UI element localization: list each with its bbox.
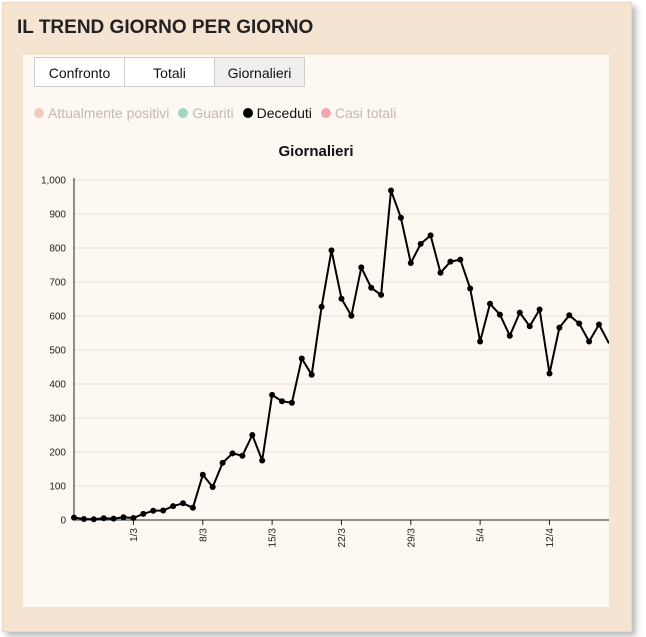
data-point bbox=[407, 260, 414, 266]
data-point bbox=[180, 500, 186, 507]
line-chart: 0 100 200 300 400 500 600 700 800 900 1,000 1/3 8/3 1… bbox=[41, 176, 609, 548]
data-point bbox=[279, 398, 285, 405]
data-point bbox=[328, 247, 335, 254]
data-point bbox=[140, 510, 147, 517]
data-point bbox=[199, 471, 206, 478]
y-tick-label: 800 bbox=[49, 244, 66, 255]
data-point bbox=[447, 258, 454, 265]
x-tick-label: 29/3 bbox=[406, 528, 417, 548]
data-point bbox=[71, 514, 77, 521]
data-point bbox=[219, 459, 226, 466]
data-point bbox=[170, 503, 177, 510]
data-point bbox=[120, 514, 127, 521]
data-point bbox=[318, 303, 325, 310]
data-point bbox=[90, 516, 97, 523]
data-point bbox=[586, 338, 593, 345]
y-tick-label: 1,000 bbox=[41, 176, 66, 187]
data-point bbox=[130, 515, 137, 521]
tab-totali[interactable]: Totali bbox=[124, 57, 215, 87]
tab-bar: Confronto Totali Giornalieri bbox=[34, 57, 305, 87]
legend: Attualmente positivi Guariti Deceduti Ca… bbox=[34, 105, 405, 121]
data-point bbox=[368, 284, 375, 291]
legend-label: Attualmente positivi bbox=[48, 105, 170, 121]
y-tick-label: 600 bbox=[49, 312, 66, 323]
data-point bbox=[298, 355, 305, 362]
x-tick-label: 12/4 bbox=[545, 528, 556, 548]
data-point bbox=[388, 187, 394, 194]
data-point bbox=[288, 399, 295, 406]
data-point bbox=[457, 256, 464, 263]
data-point bbox=[526, 323, 533, 330]
chart-card: Confronto Totali Giornalieri Attualmente… bbox=[23, 55, 609, 607]
y-tick-label: 700 bbox=[49, 278, 66, 289]
section-title: IL TREND GIORNO PER GIORNO bbox=[17, 17, 314, 38]
data-point bbox=[229, 450, 236, 457]
data-point bbox=[566, 312, 573, 319]
data-point bbox=[516, 309, 523, 316]
data-point bbox=[417, 240, 424, 247]
data-point bbox=[536, 306, 543, 313]
legend-item-casi-totali[interactable]: Casi totali bbox=[320, 105, 397, 121]
data-point bbox=[189, 504, 196, 511]
legend-item-deceduti[interactable]: Deceduti bbox=[242, 105, 312, 121]
data-point bbox=[596, 321, 602, 328]
data-point bbox=[487, 300, 493, 307]
y-tick-label: 400 bbox=[49, 380, 66, 391]
tab-giornalieri[interactable]: Giornalieri bbox=[214, 57, 305, 87]
data-point bbox=[239, 452, 246, 459]
data-point bbox=[249, 432, 256, 438]
data-point bbox=[308, 371, 315, 378]
data-point bbox=[358, 264, 365, 271]
legend-dot-icon bbox=[242, 108, 253, 118]
x-tick-label: 1/3 bbox=[129, 528, 140, 542]
data-point bbox=[556, 324, 563, 331]
y-tick-label: 0 bbox=[60, 516, 66, 527]
data-point bbox=[546, 370, 553, 377]
chart-panel: IL TREND GIORNO PER GIORNO Confronto Tot… bbox=[2, 2, 632, 632]
tab-confronto[interactable]: Confronto bbox=[34, 57, 125, 87]
data-point bbox=[110, 515, 117, 522]
x-tick-label: 5/4 bbox=[476, 528, 487, 542]
legend-label: Casi totali bbox=[334, 105, 397, 121]
data-point bbox=[259, 457, 266, 464]
legend-label: Guariti bbox=[192, 105, 234, 121]
legend-dot-icon bbox=[320, 108, 331, 118]
data-point bbox=[348, 312, 355, 319]
y-tick-label: 200 bbox=[49, 448, 66, 459]
x-tick-label: 8/3 bbox=[198, 528, 209, 542]
data-point bbox=[477, 338, 484, 345]
data-point bbox=[269, 391, 276, 398]
data-point bbox=[378, 291, 385, 298]
data-point bbox=[100, 515, 107, 522]
x-tick-label: 15/3 bbox=[268, 528, 279, 548]
data-point bbox=[437, 269, 444, 276]
y-tick-label: 100 bbox=[49, 482, 66, 493]
y-tick-label: 300 bbox=[49, 414, 66, 425]
data-point bbox=[506, 332, 513, 339]
legend-item-guariti[interactable]: Guariti bbox=[178, 105, 234, 121]
data-point bbox=[338, 295, 345, 302]
legend-label: Deceduti bbox=[256, 105, 312, 121]
data-point bbox=[576, 320, 583, 327]
data-point bbox=[496, 311, 503, 318]
y-tick-label: 500 bbox=[49, 346, 66, 357]
y-tick-label: 900 bbox=[49, 210, 66, 221]
series-line-deceduti bbox=[73, 189, 609, 521]
legend-dot-icon bbox=[178, 108, 189, 118]
data-point bbox=[160, 507, 167, 514]
legend-dot-icon bbox=[34, 108, 44, 118]
data-point bbox=[397, 214, 404, 221]
legend-item-attualmente-positivi[interactable]: Attualmente positivi bbox=[34, 105, 169, 121]
data-point bbox=[427, 232, 434, 239]
chart-title: Giornalieri bbox=[278, 143, 354, 160]
data-point bbox=[150, 507, 157, 514]
data-point bbox=[80, 516, 87, 522]
data-point bbox=[467, 285, 474, 292]
x-tick-label: 22/3 bbox=[337, 528, 348, 548]
data-point bbox=[209, 484, 216, 490]
